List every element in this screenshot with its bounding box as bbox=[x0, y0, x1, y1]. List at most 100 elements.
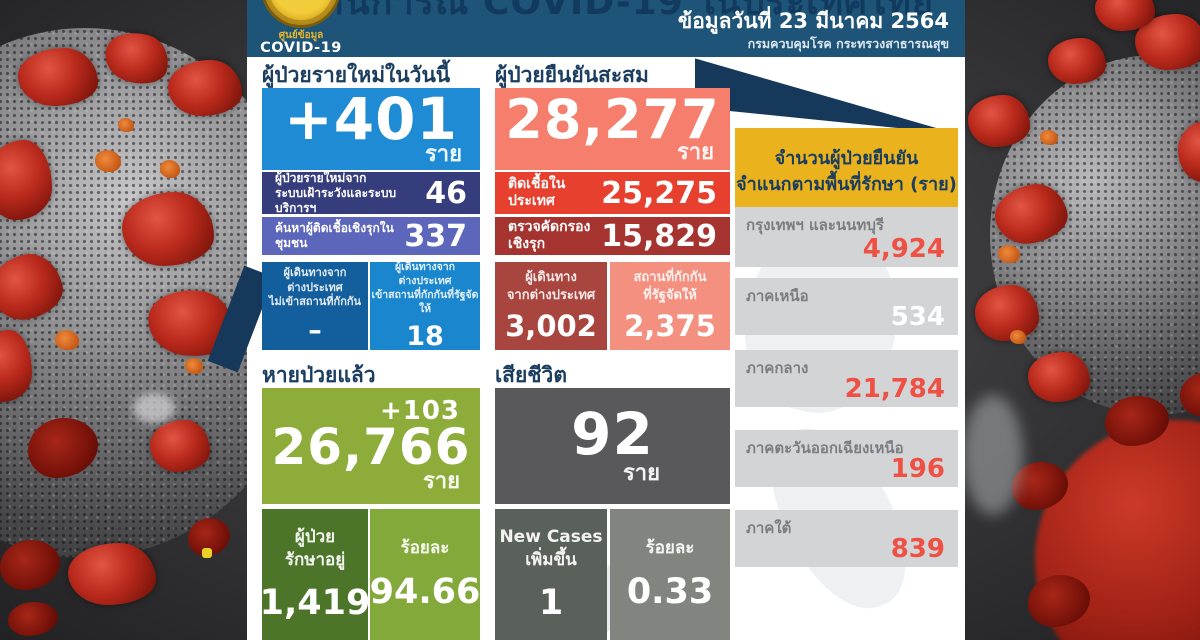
cell-overseas-travelers: ผู้เดินทาง จากต่างประเทศ 3,002 bbox=[495, 262, 607, 350]
virus-spike-blob bbox=[1178, 120, 1200, 182]
virus-spike-blob bbox=[1048, 38, 1106, 84]
new-cases-unit: ราย bbox=[424, 141, 462, 167]
deaths-box: 92 ราย bbox=[495, 388, 730, 504]
section-title-deaths: เสียชีวิต bbox=[495, 363, 567, 387]
report-date: ข้อมูลวันที่ 23 มีนาคม 2564 bbox=[677, 9, 949, 33]
virus-spike-blob bbox=[18, 48, 98, 106]
cell-label: ร้อยละ bbox=[400, 538, 450, 559]
agency-name: กรมควบคุมโรค กระทรวงสาธารณสุข bbox=[747, 36, 949, 51]
cell-label: New Cases เพิ่มขึ้น bbox=[499, 527, 603, 570]
virus-spike-blob bbox=[8, 602, 58, 636]
virus-spike-blob bbox=[1028, 352, 1090, 402]
cell-label: ผู้เดินทางจาก ต่างประเทศ ไม่เข้าสถานที่ก… bbox=[268, 265, 362, 309]
virus-orange-blob bbox=[998, 245, 1020, 263]
virus-yellow-speck bbox=[202, 548, 212, 558]
stat-value: 337 bbox=[404, 218, 467, 254]
region-label: ภาคตะวันออกเฉียงเหนือ bbox=[746, 439, 904, 457]
stat-value: 46 bbox=[425, 175, 467, 211]
cell-value: 18 bbox=[406, 321, 444, 353]
stat-value: 15,829 bbox=[601, 218, 717, 254]
new-cases-box: +401 ราย bbox=[262, 88, 480, 170]
virus-orange-blob bbox=[160, 160, 180, 178]
virus-spike-blob bbox=[1095, 0, 1155, 31]
cell-value: 1 bbox=[538, 582, 564, 623]
stat-row-domestic: ติดเชื้อในประเทศ 25,275 bbox=[495, 172, 730, 214]
recovered-delta: +103 bbox=[379, 395, 460, 426]
region-value: 4,924 bbox=[862, 234, 945, 264]
virus-spike-blob bbox=[122, 192, 214, 266]
cell-value: 3,002 bbox=[505, 309, 597, 344]
logo-label: ศูนย์ข้อมูล bbox=[278, 30, 324, 41]
virus-spike-blob bbox=[0, 540, 60, 590]
cell-label: ผู้เดินทางจาก ต่างประเทศ เข้าสถานที่กักก… bbox=[371, 260, 479, 316]
dashboard-panel: สถานการณ์ COVID-19 ในประเทศไทย ศูนย์ข้อม… bbox=[207, 0, 965, 640]
virus-spike-blob bbox=[150, 420, 210, 472]
region-value: 534 bbox=[890, 302, 945, 332]
region-label: กรุงเทพฯ และนนทบุรี bbox=[746, 216, 884, 234]
virus-highlight-blob bbox=[963, 395, 1023, 515]
deaths-value: 92 bbox=[571, 400, 654, 469]
region-row-south: ภาคใต้ 839 bbox=[735, 510, 958, 567]
cell-under-treatment: ผู้ป่วย รักษาอยู่ 1,419 bbox=[259, 509, 371, 640]
section-title-cumulative: ผู้ป่วยยืนยันสะสม bbox=[495, 63, 649, 87]
stat-label: ค้นหาผู้ติดเชื้อเชิงรุกในชุมชน bbox=[275, 221, 394, 250]
cell-recovered-percent: ร้อยละ 94.66 bbox=[370, 509, 480, 640]
stat-value: 25,275 bbox=[601, 175, 717, 211]
region-label: ภาคเหนือ bbox=[746, 287, 809, 305]
cell-value: 1,419 bbox=[259, 582, 371, 623]
region-row-bangkok-nonthaburi: กรุงเทพฯ และนนทบุรี 4,924 bbox=[735, 207, 958, 267]
virus-orange-blob bbox=[1040, 130, 1058, 145]
virus-spike-blob bbox=[0, 140, 52, 220]
cell-deaths-percent: ร้อยละ 0.33 bbox=[610, 509, 730, 640]
logo-covid19-label: COVID-19 bbox=[260, 40, 342, 56]
region-row-central: ภาคกลาง 21,784 bbox=[735, 350, 958, 407]
recovered-unit: ราย bbox=[422, 469, 460, 495]
virus-spike-blob bbox=[68, 543, 156, 605]
region-label: ภาคกลาง bbox=[746, 359, 809, 377]
page-title: สถานการณ์ COVID-19 ในประเทศไทย bbox=[278, 0, 934, 23]
cell-label: สถานที่กักกัน ที่รัฐจัดให้ bbox=[633, 269, 707, 303]
region-row-north: ภาคเหนือ 534 bbox=[735, 278, 958, 335]
regions-header-text: จำนวนผู้ป่วยยืนยัน จำแนกตามพื้นที่รักษา … bbox=[736, 148, 957, 195]
cell-label: ผู้เดินทาง จากต่างประเทศ bbox=[506, 269, 596, 303]
virus-orange-blob bbox=[118, 118, 134, 132]
cell-state-quarantine-facility: สถานที่กักกัน ที่รัฐจัดให้ 2,375 bbox=[610, 262, 730, 350]
stat-row-proactive-community: ค้นหาผู้ติดเชื้อเชิงรุกในชุมชน 337 bbox=[262, 217, 480, 255]
section-title-recovered: หายป่วยแล้ว bbox=[262, 363, 376, 387]
virus-orange-blob bbox=[95, 150, 121, 172]
stat-row-proactive-screening: ตรวจคัดกรองเชิงรุก 15,829 bbox=[495, 217, 730, 255]
regions-header: จำนวนผู้ป่วยยืนยัน จำแนกตามพื้นที่รักษา … bbox=[735, 128, 958, 215]
deaths-unit: ราย bbox=[622, 460, 660, 486]
virus-orange-blob bbox=[185, 358, 203, 374]
stat-label: ติดเชื้อในประเทศ bbox=[508, 175, 566, 210]
diagonal-ribbon bbox=[695, 58, 957, 134]
cell-travelers-no-quarantine: ผู้เดินทางจาก ต่างประเทศ ไม่เข้าสถานที่ก… bbox=[262, 262, 368, 350]
region-value: 839 bbox=[890, 534, 945, 564]
cell-value: 2,375 bbox=[624, 309, 716, 344]
cumulative-value: 28,277 bbox=[505, 88, 720, 152]
stat-label: ตรวจคัดกรองเชิงรุก bbox=[508, 218, 591, 253]
virus-spike-blob bbox=[1180, 372, 1200, 416]
cell-label: ร้อยละ bbox=[645, 538, 695, 559]
virus-spike-blob bbox=[968, 95, 1030, 147]
stat-row-surveillance: ผู้ป่วยรายใหม่จาก ระบบเฝ้าระวังและระบบบร… bbox=[262, 170, 480, 215]
region-value: 196 bbox=[890, 454, 945, 484]
recovered-box: +103 26,766 ราย bbox=[262, 388, 480, 504]
virus-highlight-blob bbox=[133, 393, 175, 423]
virus-orange-blob bbox=[1010, 330, 1026, 344]
recovered-value: 26,766 bbox=[271, 417, 471, 476]
cumulative-unit: ราย bbox=[676, 139, 714, 165]
section-title-new-cases: ผู้ป่วยรายใหม่ในวันนี้ bbox=[262, 63, 451, 87]
region-label: ภาคใต้ bbox=[746, 519, 792, 537]
cell-travelers-state-quarantine: ผู้เดินทางจาก ต่างประเทศ เข้าสถานที่กักก… bbox=[370, 260, 480, 353]
stat-label: ผู้ป่วยรายใหม่จาก ระบบเฝ้าระวังและระบบบร… bbox=[275, 170, 397, 215]
cell-value: – bbox=[308, 315, 322, 347]
virus-spike-blob bbox=[168, 60, 242, 116]
virus-orange-blob bbox=[55, 330, 79, 350]
cell-label: ผู้ป่วย รักษาอยู่ bbox=[284, 527, 346, 570]
header-band: สถานการณ์ COVID-19 ในประเทศไทย ศูนย์ข้อม… bbox=[247, 0, 965, 57]
region-row-northeast: ภาคตะวันออกเฉียงเหนือ 196 bbox=[735, 430, 958, 487]
virus-spike-blob bbox=[975, 285, 1039, 341]
region-value: 21,784 bbox=[844, 374, 945, 404]
